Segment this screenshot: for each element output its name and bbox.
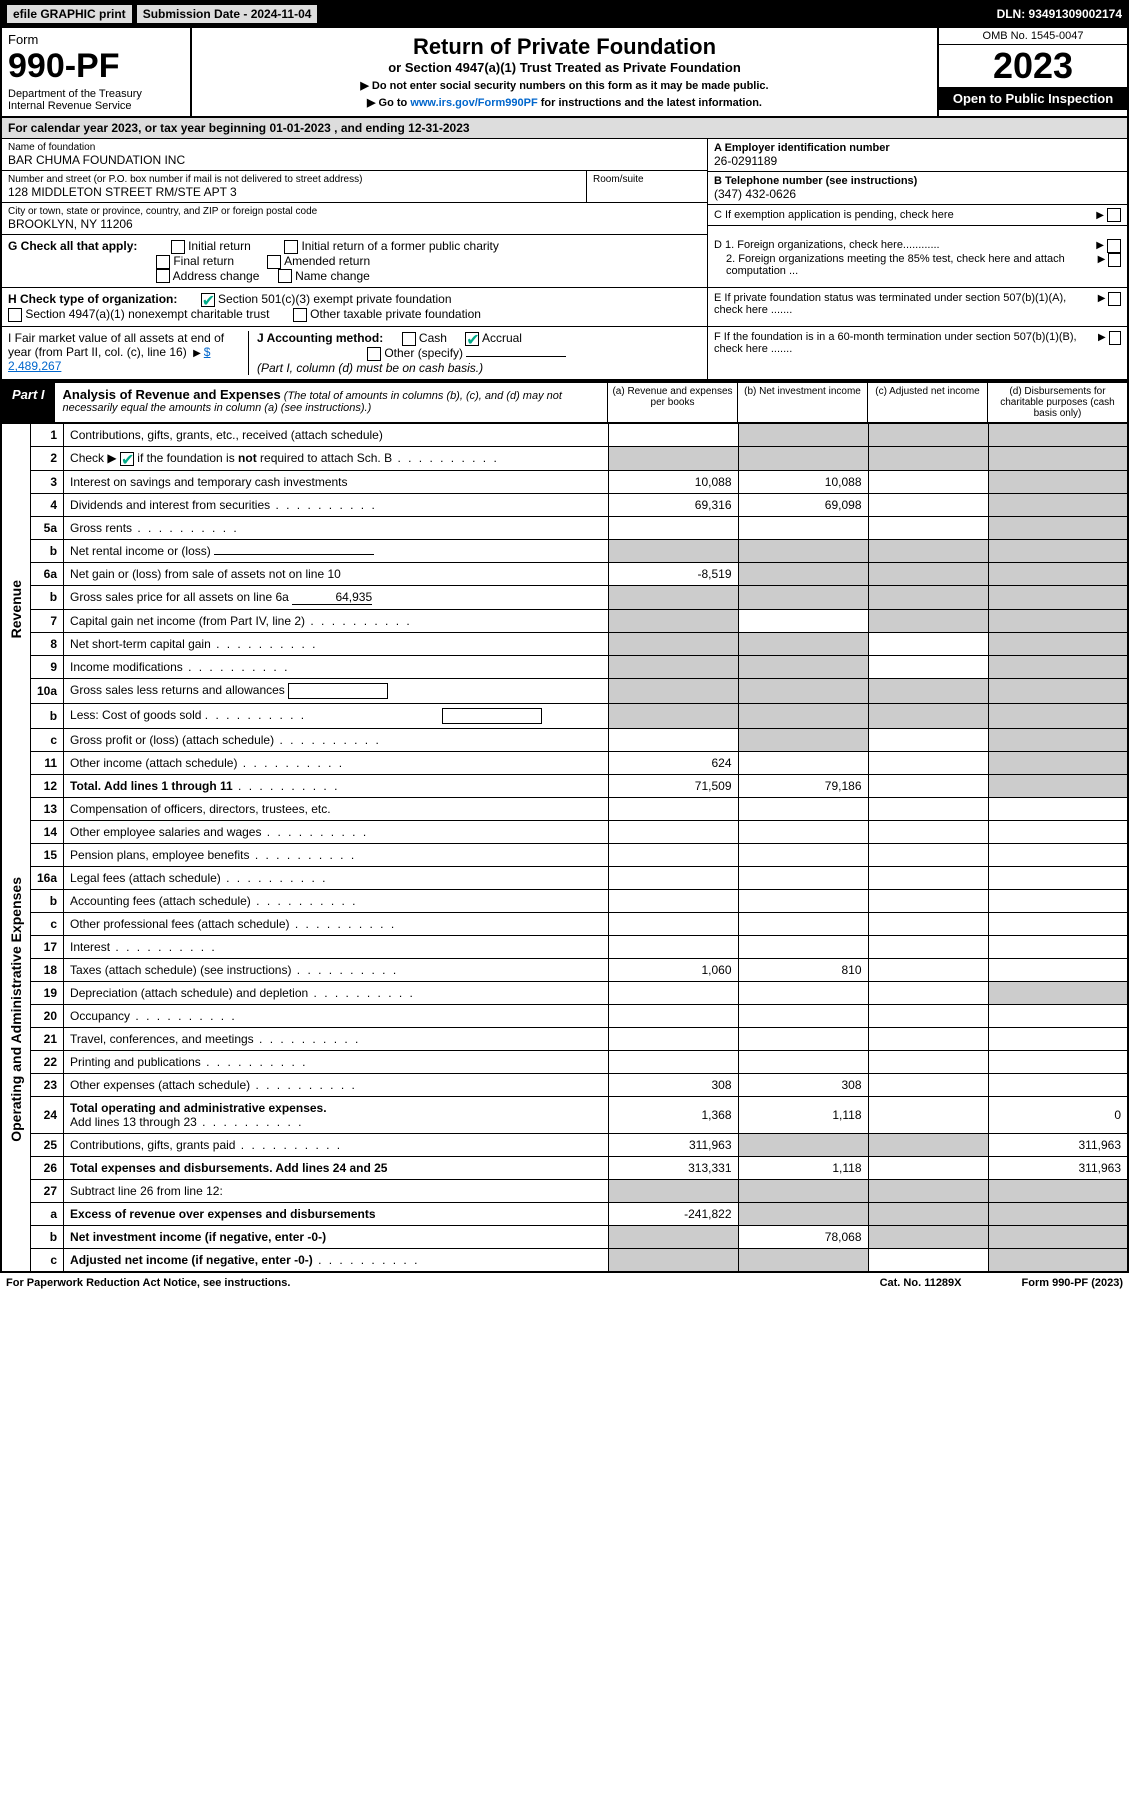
open-inspection: Open to Public Inspection — [939, 87, 1127, 110]
part1-header: Part I Analysis of Revenue and Expenses … — [0, 382, 1129, 424]
city-label: City or town, state or province, country… — [8, 206, 701, 217]
room-label: Room/suite — [593, 174, 701, 185]
name-label: Name of foundation — [8, 142, 701, 153]
col-b-header: (b) Net investment income — [737, 383, 867, 422]
h-4947-checkbox[interactable] — [8, 308, 22, 322]
form-label: Form — [8, 32, 184, 47]
c-label: C If exemption application is pending, c… — [714, 209, 954, 221]
e-checkbox[interactable] — [1108, 292, 1121, 306]
ein-label: A Employer identification number — [714, 142, 1121, 154]
g-name-checkbox[interactable] — [278, 269, 292, 283]
j-accrual-checkbox[interactable] — [465, 332, 479, 346]
note-goto: ▶ Go to www.irs.gov/Form990PF for instru… — [198, 96, 931, 109]
g-initial-checkbox[interactable] — [171, 240, 185, 254]
schb-checkbox[interactable] — [120, 452, 134, 466]
j-note: (Part I, column (d) must be on cash basi… — [257, 361, 483, 375]
cat-no: Cat. No. 11289X — [880, 1277, 962, 1289]
irs-link[interactable]: www.irs.gov/Form990PF — [410, 97, 537, 109]
d2-checkbox[interactable] — [1108, 253, 1121, 267]
h-other-checkbox[interactable] — [293, 308, 307, 322]
h-section: H Check type of organization: Section 50… — [2, 288, 707, 327]
d1-checkbox[interactable] — [1107, 239, 1121, 253]
g-label: G Check all that apply: — [8, 239, 137, 253]
d2-label: 2. Foreign organizations meeting the 85%… — [726, 253, 1095, 277]
arrow-icon — [1093, 209, 1107, 221]
g-initial-former-checkbox[interactable] — [284, 240, 298, 254]
calendar-year: For calendar year 2023, or tax year begi… — [0, 118, 1129, 139]
f-label: F If the foundation is in a 60-month ter… — [714, 331, 1095, 375]
form-header: Form 990-PF Department of the Treasury I… — [0, 28, 1129, 118]
expenses-side-label: Operating and Administrative Expenses — [8, 877, 24, 1142]
submission-date: Submission Date - 2024-11-04 — [137, 5, 318, 23]
part1-tag: Part I — [2, 383, 55, 422]
h-label: H Check type of organization: — [8, 292, 177, 306]
col-d-header: (d) Disbursements for charitable purpose… — [987, 383, 1127, 422]
col-c-header: (c) Adjusted net income — [867, 383, 987, 422]
addr-label: Number and street (or P.O. box number if… — [8, 174, 580, 185]
city-state-zip: BROOKLYN, NY 11206 — [8, 217, 701, 231]
entity-info: Name of foundation BAR CHUMA FOUNDATION … — [0, 139, 1129, 235]
tax-year: 2023 — [939, 45, 1127, 87]
phone-label: B Telephone number (see instructions) — [714, 175, 1121, 187]
part1-table: Revenue 1Contributions, gifts, grants, e… — [0, 424, 1129, 1273]
j-label: J Accounting method: — [257, 331, 383, 345]
revenue-side-label: Revenue — [8, 580, 24, 638]
top-bar: efile GRAPHIC print Submission Date - 20… — [0, 0, 1129, 28]
g-final-checkbox[interactable] — [156, 255, 170, 269]
phone: (347) 432-0626 — [714, 187, 1121, 201]
h-501c3-checkbox[interactable] — [201, 293, 215, 307]
foundation-name: BAR CHUMA FOUNDATION INC — [8, 153, 701, 167]
g-section: G Check all that apply: Initial return I… — [2, 235, 707, 288]
street-address: 128 MIDDLETON STREET RM/STE APT 3 — [8, 185, 580, 199]
footer: For Paperwork Reduction Act Notice, see … — [0, 1273, 1129, 1293]
f-checkbox[interactable] — [1109, 331, 1121, 345]
g-amended-checkbox[interactable] — [267, 255, 281, 269]
form-title: Return of Private Foundation — [198, 34, 931, 60]
omb: OMB No. 1545-0047 — [939, 28, 1127, 45]
e-label: E If private foundation status was termi… — [714, 292, 1095, 322]
j-cash-checkbox[interactable] — [402, 332, 416, 346]
efile-button[interactable]: efile GRAPHIC print — [7, 5, 132, 23]
col-a-header: (a) Revenue and expenses per books — [607, 383, 737, 422]
g-address-checkbox[interactable] — [156, 269, 170, 283]
j-other-checkbox[interactable] — [367, 347, 381, 361]
ein: 26-0291189 — [714, 154, 1121, 168]
note-ssn: ▶ Do not enter social security numbers o… — [198, 79, 931, 92]
form-number: 990-PF — [8, 47, 184, 86]
dept: Department of the Treasury Internal Reve… — [8, 88, 184, 112]
d1-label: D 1. Foreign organizations, check here..… — [714, 239, 940, 253]
paperwork-notice: For Paperwork Reduction Act Notice, see … — [6, 1277, 290, 1289]
form-subtitle: or Section 4947(a)(1) Trust Treated as P… — [198, 60, 931, 75]
c-checkbox[interactable] — [1107, 208, 1121, 222]
dln: DLN: 93491309002174 — [997, 7, 1122, 21]
form-ref: Form 990-PF (2023) — [1022, 1277, 1123, 1289]
